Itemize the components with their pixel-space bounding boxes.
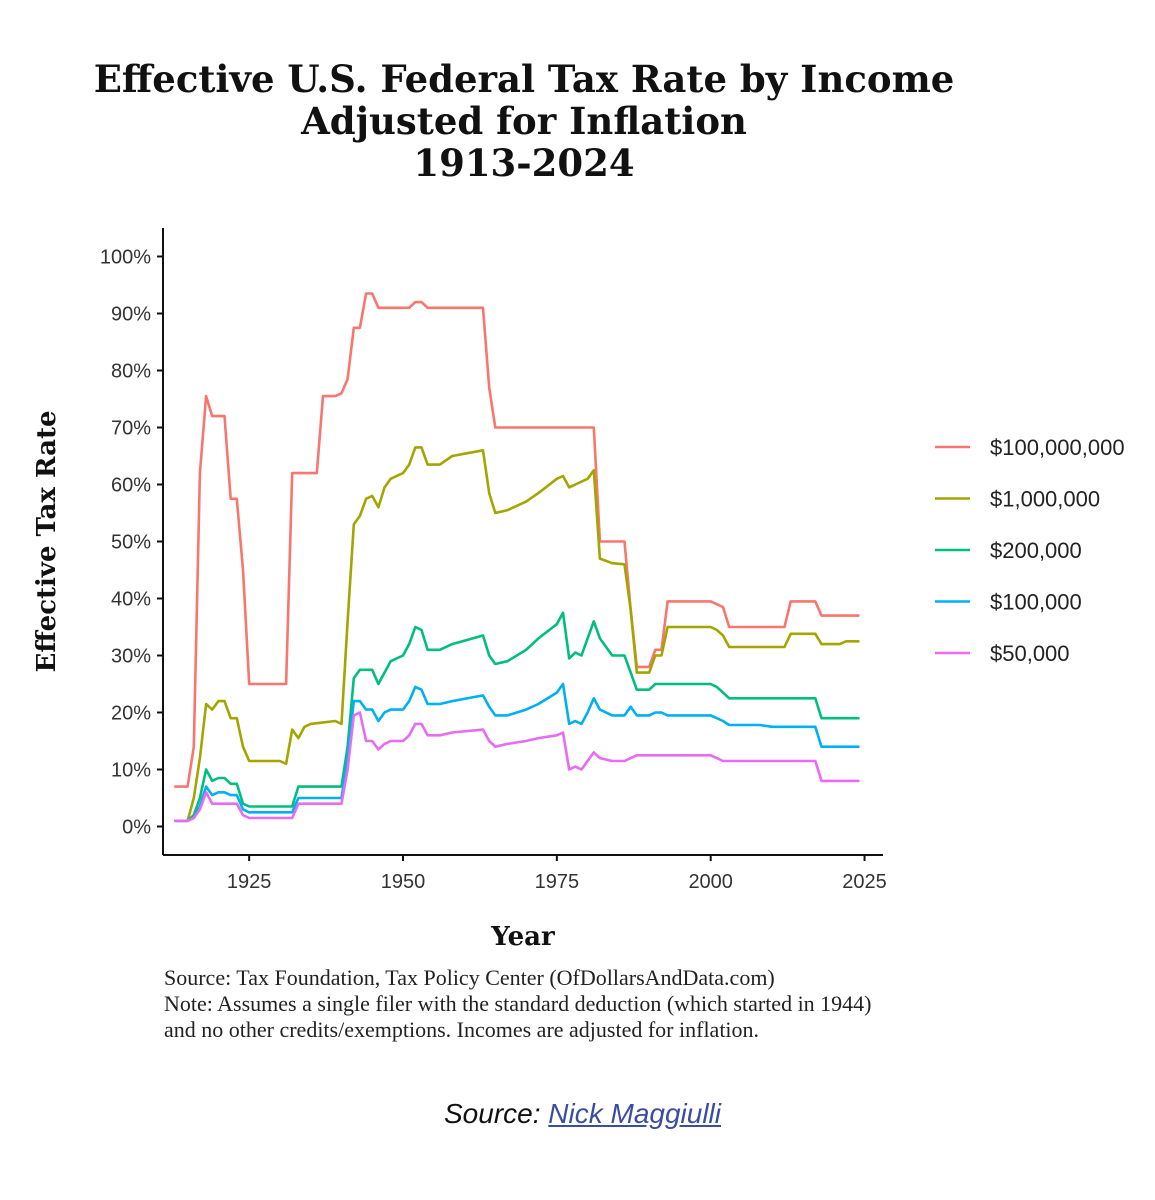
x-axis-title: Year bbox=[490, 922, 555, 952]
assumption-note-line-1: Note: Assumes a single filer with the st… bbox=[164, 991, 872, 1016]
x-tick-label: 1950 bbox=[381, 871, 426, 893]
y-tick-label: 20% bbox=[111, 703, 151, 725]
series-line-1 bbox=[174, 446, 860, 823]
author-link[interactable]: Nick Maggiulli bbox=[548, 1098, 721, 1129]
chart-axes: 0% 10% 20% 30% 40% 50% 60% 70% 80% 90% 100% 1925 195… bbox=[100, 228, 887, 893]
chart-title-line-1: Effective U.S. Federal Tax Rate by Incom… bbox=[93, 57, 955, 101]
series-layer bbox=[174, 292, 860, 823]
chart-footnotes: Source: Tax Foundation, Tax Policy Cente… bbox=[164, 965, 1064, 1043]
chart-title: Effective U.S. Federal Tax Rate by Incom… bbox=[0, 58, 1048, 184]
source-note: Source: Tax Foundation, Tax Policy Cente… bbox=[164, 965, 775, 990]
y-tick-label: 0% bbox=[122, 817, 151, 839]
assumption-note-line-2: and no other credits/exemptions. Incomes… bbox=[164, 1017, 760, 1042]
legend-label: $100,000,000 bbox=[990, 435, 1125, 460]
credit-prefix: Source: bbox=[444, 1098, 549, 1129]
y-tick-label: 30% bbox=[111, 646, 151, 668]
y-tick-label: 70% bbox=[111, 418, 151, 440]
x-tick-label: 1925 bbox=[227, 871, 272, 893]
y-tick-label: 40% bbox=[111, 589, 151, 611]
legend-label: $100,000 bbox=[990, 590, 1082, 615]
y-tick-label: 90% bbox=[111, 304, 151, 326]
legend-label: $50,000 bbox=[990, 641, 1070, 666]
x-tick-label: 2025 bbox=[842, 871, 887, 893]
y-tick-label: 60% bbox=[111, 475, 151, 497]
y-axis-title: Effective Tax Rate bbox=[32, 411, 62, 673]
chart-title-line-2: Adjusted for Inflation bbox=[301, 99, 747, 143]
y-tick-label: 10% bbox=[111, 760, 151, 782]
x-tick-label: 2000 bbox=[688, 871, 733, 893]
legend-label: $1,000,000 bbox=[990, 487, 1100, 512]
series-line-3 bbox=[174, 682, 860, 823]
series-line-0 bbox=[174, 292, 860, 788]
series-line-4 bbox=[174, 711, 860, 823]
tax-rate-line-chart: 0% 10% 20% 30% 40% 50% 60% 70% 80% 90% 100% 1925 195… bbox=[32, 228, 1125, 952]
y-tick-label: 50% bbox=[111, 532, 151, 554]
x-tick-label: 1975 bbox=[535, 871, 580, 893]
legend-label: $200,000 bbox=[990, 538, 1082, 563]
y-tick-label: 100% bbox=[100, 247, 151, 269]
series-line-2 bbox=[174, 611, 860, 823]
legend: $100,000,000 $1,000,000 $200,000 $100,000 $5… bbox=[935, 435, 1125, 666]
image-credit: Source: Nick Maggiulli bbox=[0, 1098, 1155, 1130]
chart-title-line-3: 1913-2024 bbox=[413, 141, 635, 185]
y-tick-label: 80% bbox=[111, 361, 151, 383]
